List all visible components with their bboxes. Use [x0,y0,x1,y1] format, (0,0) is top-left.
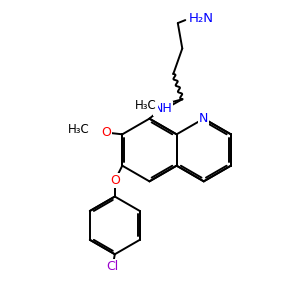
Text: H₃C: H₃C [135,99,157,112]
Text: NH: NH [154,102,172,115]
Text: O: O [101,126,111,139]
Text: H₃C: H₃C [68,123,89,136]
Text: H₂N: H₂N [188,12,213,25]
Text: O: O [110,174,120,187]
Text: Cl: Cl [106,260,118,273]
Text: N: N [199,112,208,125]
